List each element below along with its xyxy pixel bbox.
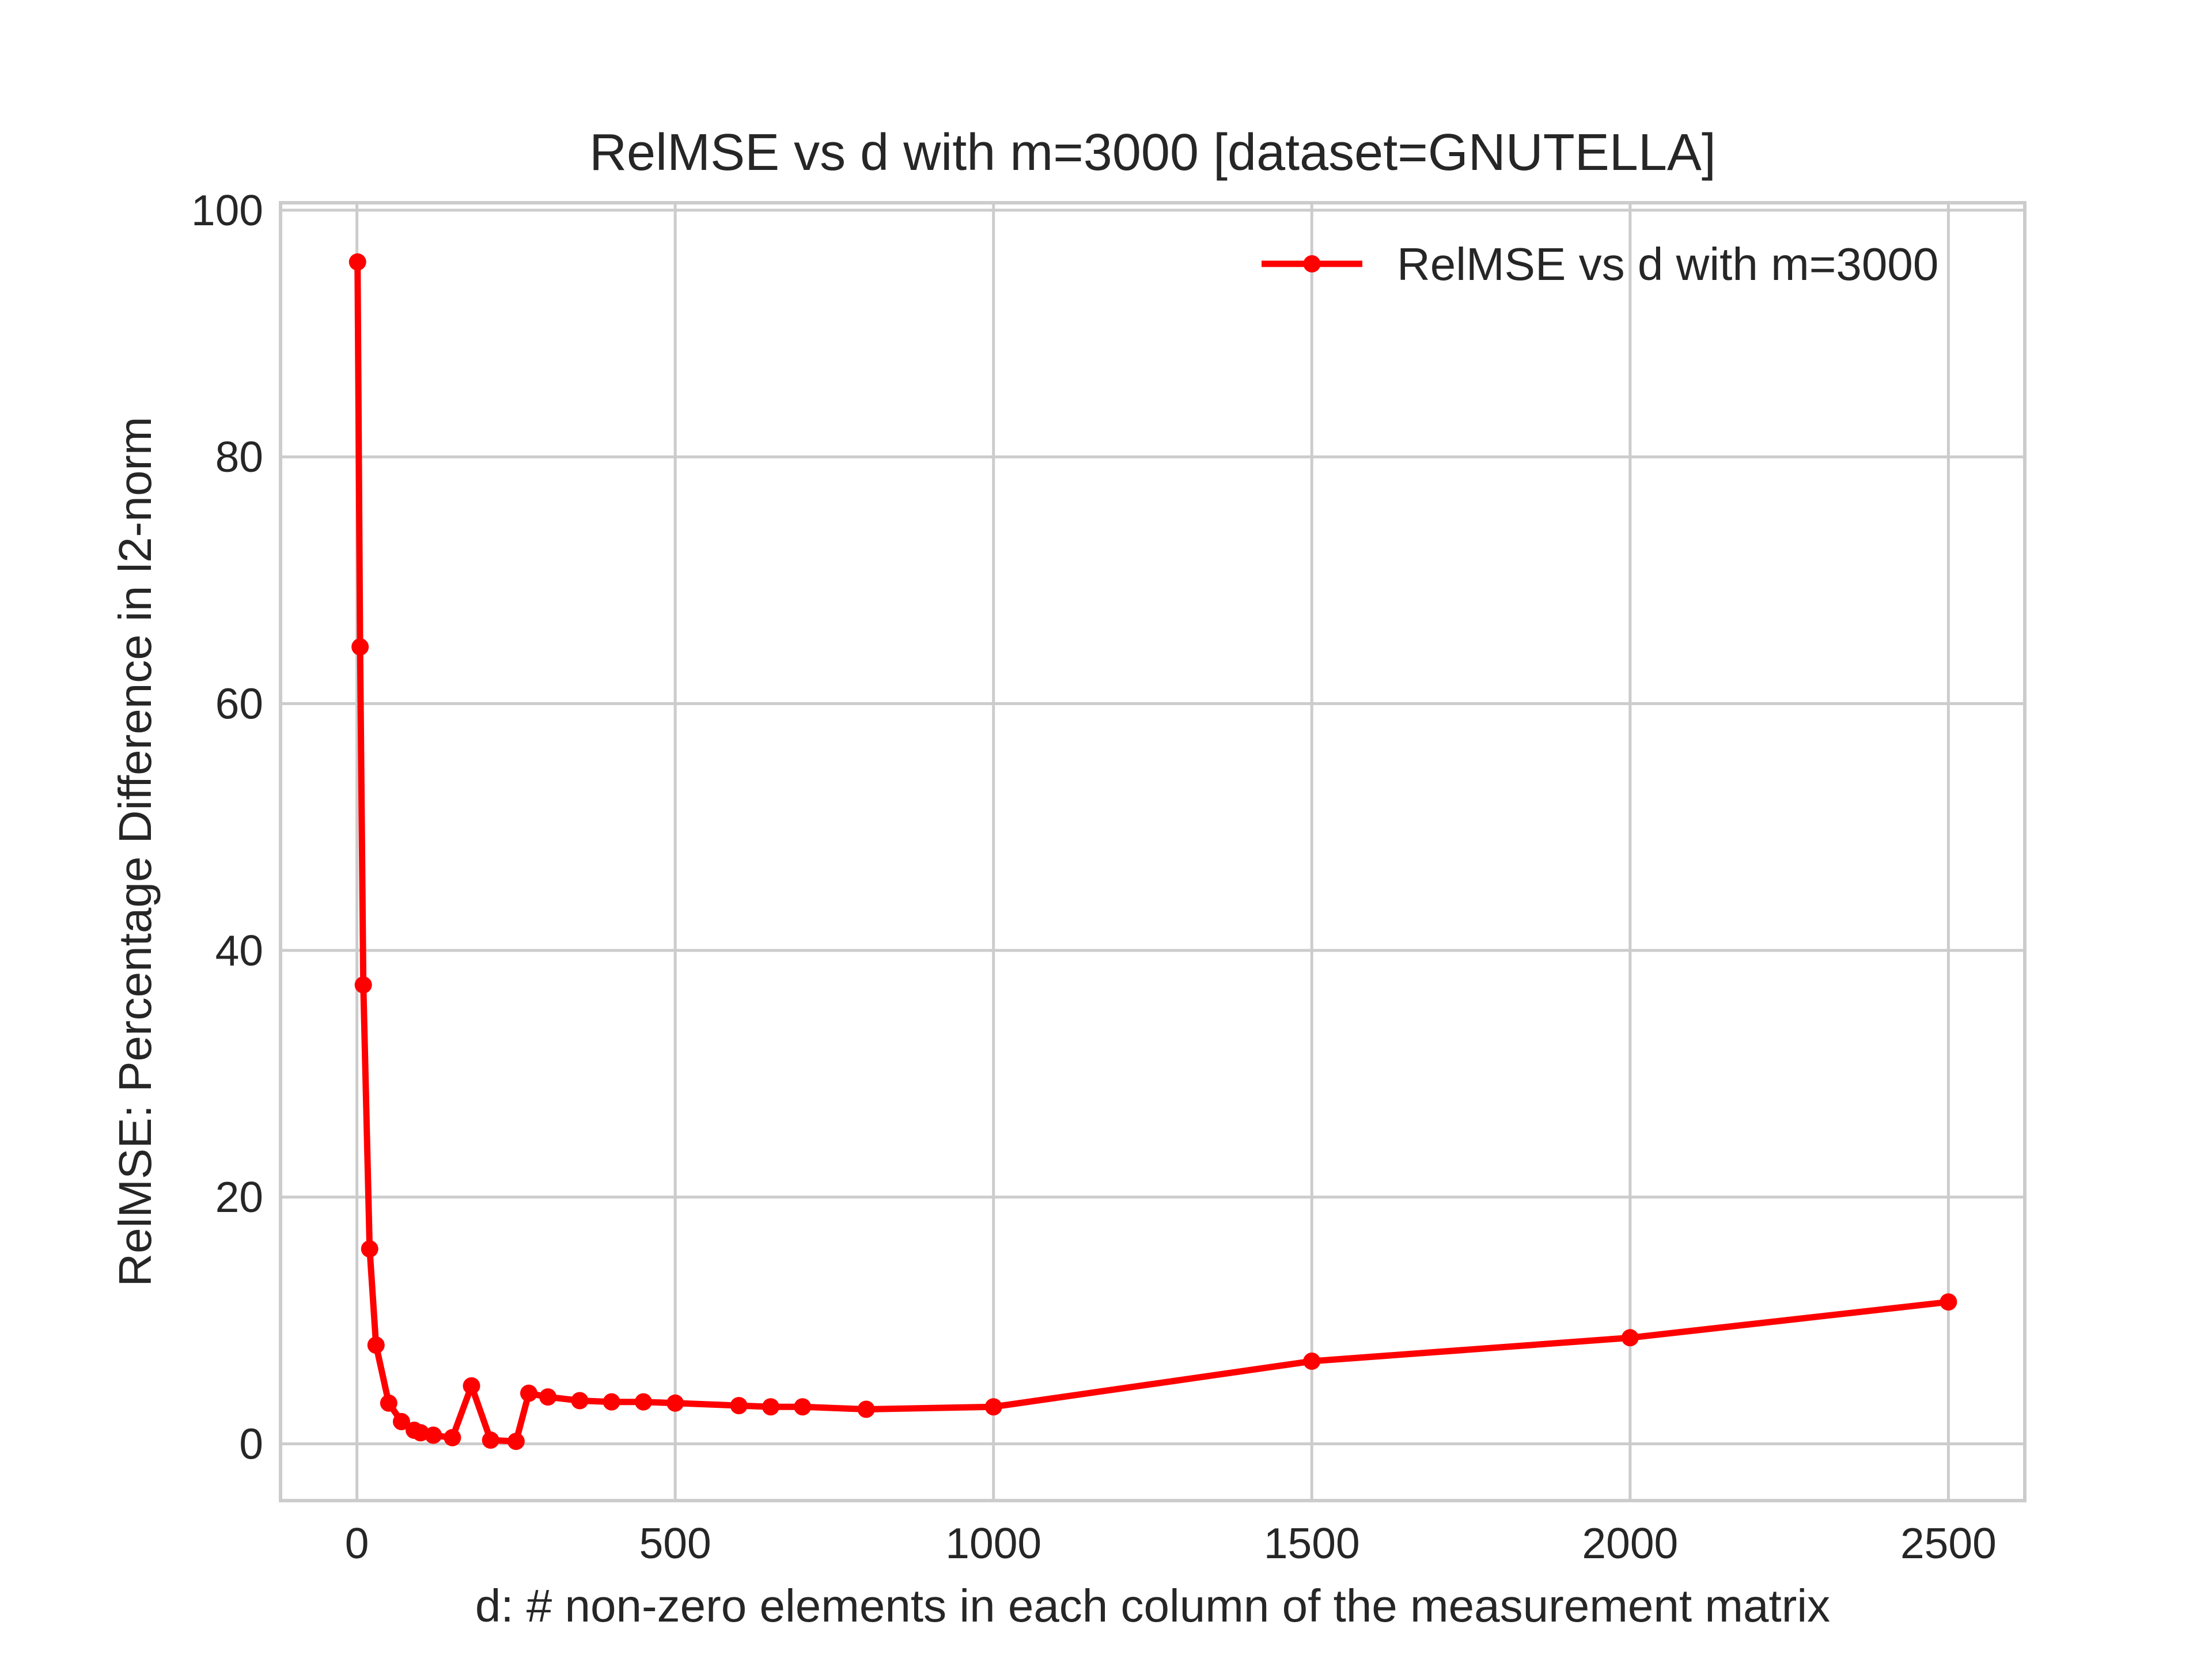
x-tick-label: 500 xyxy=(639,1519,711,1567)
x-tick-label: 2000 xyxy=(1582,1519,1678,1567)
data-point xyxy=(603,1393,620,1411)
y-tick-label: 100 xyxy=(191,186,263,234)
data-point xyxy=(666,1394,684,1412)
y-tick-label: 60 xyxy=(215,680,263,728)
data-point xyxy=(380,1394,397,1412)
data-point xyxy=(507,1433,525,1450)
data-point xyxy=(463,1377,480,1395)
data-point xyxy=(1940,1293,1957,1311)
x-tick-label: 2500 xyxy=(1900,1519,1997,1567)
data-point xyxy=(354,976,372,994)
data-point xyxy=(571,1392,589,1410)
data-point xyxy=(349,253,366,271)
data-point xyxy=(1303,1352,1321,1370)
y-tick-label: 40 xyxy=(215,926,263,975)
data-point xyxy=(520,1384,537,1402)
data-point xyxy=(351,638,369,656)
grid xyxy=(281,203,2025,1501)
data-point xyxy=(482,1431,499,1449)
y-tick-label: 0 xyxy=(239,1419,263,1468)
series-line xyxy=(354,259,1952,1445)
y-tick-label: 20 xyxy=(215,1173,263,1221)
x-tick-label: 1500 xyxy=(1264,1519,1360,1567)
legend-label: RelMSE vs d with m=3000 xyxy=(1397,238,1938,290)
legend-marker xyxy=(1303,255,1321,272)
data-point xyxy=(367,1336,385,1354)
x-axis-label: d: # non-zero elements in each column of… xyxy=(475,1580,1830,1631)
data-point xyxy=(444,1429,461,1446)
data-point xyxy=(794,1398,812,1416)
legend: RelMSE vs d with m=3000 xyxy=(1262,238,1938,290)
data-point xyxy=(361,1240,378,1258)
data-point xyxy=(425,1426,442,1444)
data-point xyxy=(1621,1329,1639,1347)
data-point xyxy=(984,1398,1002,1416)
series-layer xyxy=(349,253,1957,1450)
y-tick-label: 80 xyxy=(215,433,263,481)
x-tick-label: 0 xyxy=(345,1519,369,1567)
data-point xyxy=(730,1397,748,1415)
data-point xyxy=(392,1412,410,1430)
data-point xyxy=(539,1388,557,1406)
data-point xyxy=(762,1398,779,1416)
y-axis-label: RelMSE: Percentage Difference in l2-norm xyxy=(109,416,161,1286)
tick-labels: 0 500 1000 1500 2000 2500 0 20 40 60 80 100 xyxy=(191,186,1997,1567)
data-point xyxy=(857,1400,875,1418)
plot-frame xyxy=(279,201,2027,1502)
data-point xyxy=(634,1393,652,1411)
chart-title: RelMSE vs d with m=3000 [dataset=GNUTELL… xyxy=(589,124,1716,181)
x-tick-label: 1000 xyxy=(945,1519,1041,1567)
